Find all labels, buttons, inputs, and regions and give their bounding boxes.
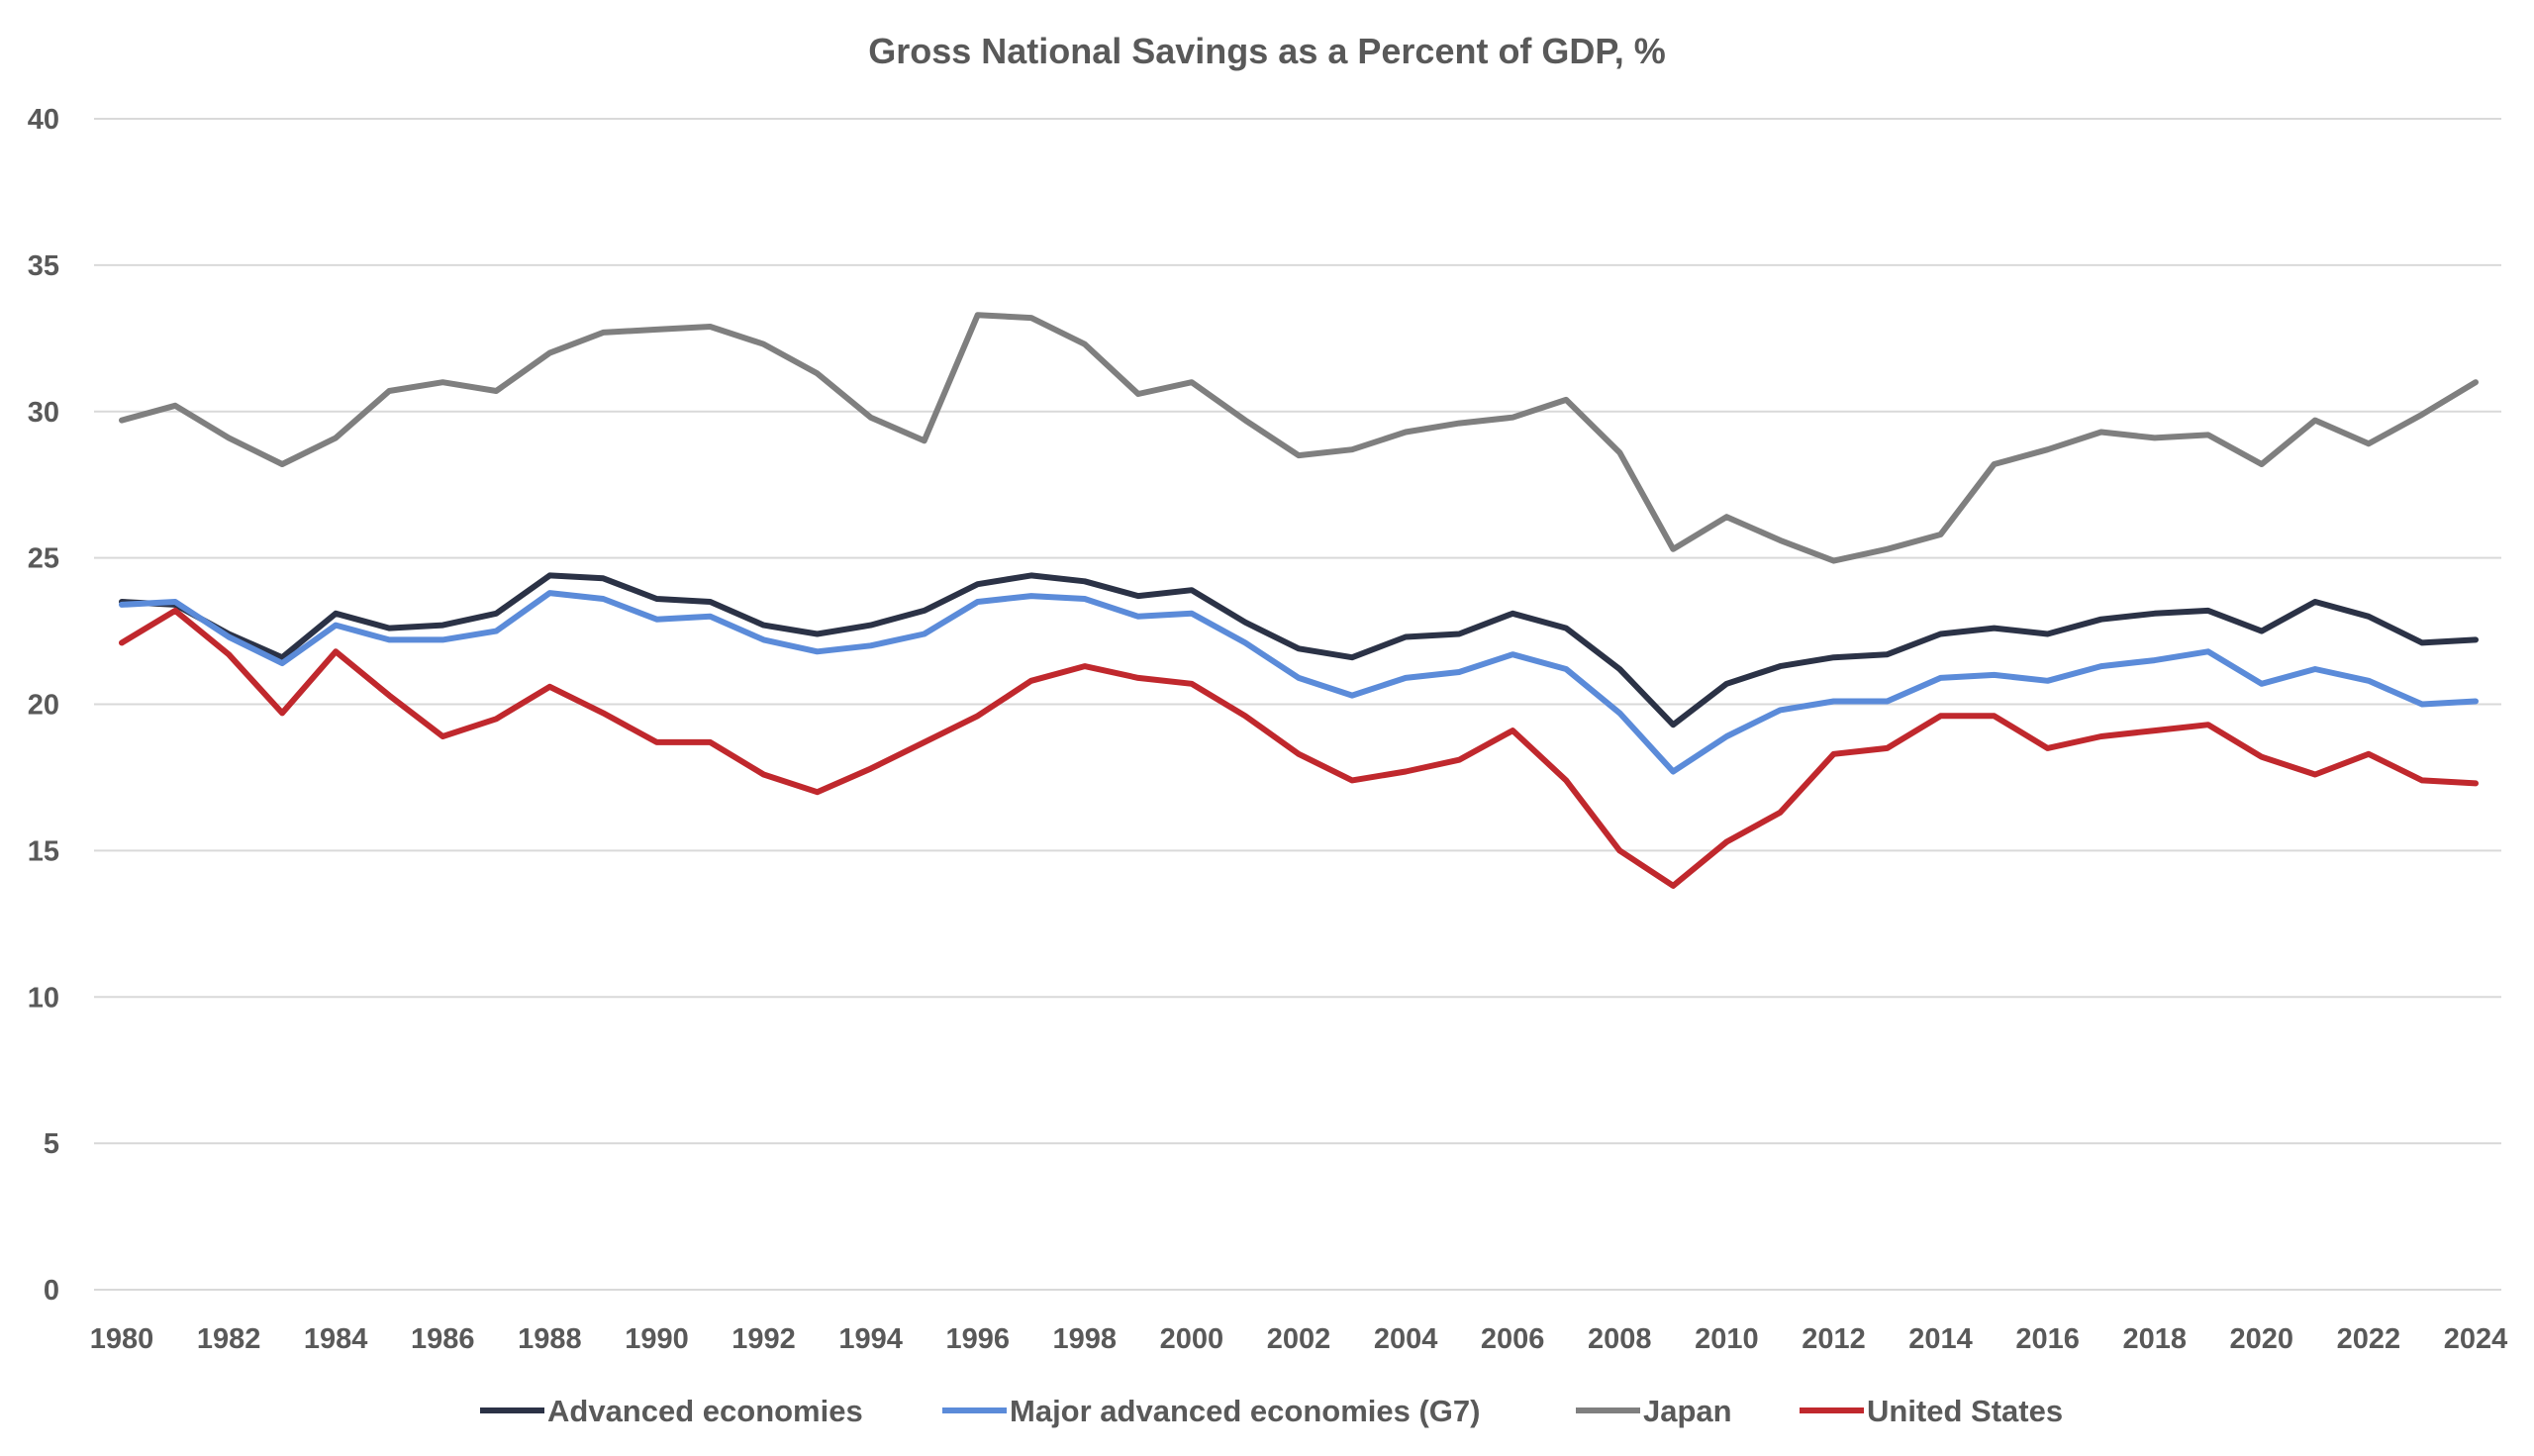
x-tick-label: 2004 — [1374, 1323, 1438, 1355]
y-tick-label: 0 — [44, 1275, 59, 1307]
y-axis: 0 5 10 15 20 25 30 35 40 — [28, 104, 59, 1307]
x-tick-label: 2006 — [1481, 1323, 1545, 1355]
gridlines — [94, 118, 2501, 1291]
x-tick-label: 1998 — [1053, 1323, 1118, 1355]
legend-label: United States — [1867, 1394, 2063, 1428]
series-line-japan — [119, 312, 2479, 564]
y-tick-label: 5 — [44, 1128, 59, 1160]
y-tick-label: 20 — [28, 690, 59, 722]
x-tick-label: 1990 — [625, 1323, 689, 1355]
chart-title: Gross National Savings as a Percent of G… — [868, 31, 1666, 71]
x-tick-label: 1980 — [90, 1323, 154, 1355]
series-line-advanced-economies — [119, 572, 2479, 728]
x-tick-label: 1994 — [838, 1323, 903, 1355]
x-tick-label: 2008 — [1588, 1323, 1652, 1355]
x-tick-label: 1988 — [518, 1323, 582, 1355]
x-tick-label: 1984 — [304, 1323, 368, 1355]
x-tick-label: 1986 — [411, 1323, 475, 1355]
x-tick-label: 2000 — [1160, 1323, 1224, 1355]
y-tick-label: 10 — [28, 982, 59, 1014]
legend-item: United States — [1800, 1394, 2063, 1428]
y-tick-label: 30 — [28, 397, 59, 429]
x-tick-label: 1992 — [731, 1323, 796, 1355]
legend-item: Major advanced economies (G7) — [942, 1394, 1480, 1428]
series-lines — [119, 312, 2479, 889]
x-tick-label: 2010 — [1695, 1323, 1759, 1355]
x-tick-label: 2020 — [2230, 1323, 2294, 1355]
x-axis: 1980 1982 1984 1986 1988 1990 1992 1994 1996 1998… — [90, 1323, 2508, 1355]
y-tick-label: 35 — [28, 250, 59, 282]
x-tick-label: 2022 — [2337, 1323, 2401, 1355]
y-tick-label: 15 — [28, 835, 59, 867]
legend-item: Advanced economies — [480, 1394, 863, 1428]
x-tick-label: 2002 — [1267, 1323, 1331, 1355]
legend-label: Major advanced economies (G7) — [1010, 1394, 1480, 1428]
legend-label: Japan — [1643, 1394, 1732, 1428]
x-tick-label: 1996 — [945, 1323, 1010, 1355]
x-tick-label: 2016 — [2015, 1323, 2080, 1355]
series-line-major-advanced-economies-g7- — [119, 590, 2479, 775]
y-tick-label: 40 — [28, 104, 59, 136]
x-tick-label: 1982 — [197, 1323, 261, 1355]
x-tick-label: 2012 — [1802, 1323, 1866, 1355]
legend: Advanced economies Major advanced economi… — [480, 1394, 2063, 1428]
legend-label: Advanced economies — [547, 1394, 863, 1428]
x-tick-label: 2018 — [2122, 1323, 2187, 1355]
legend-item: Japan — [1576, 1394, 1732, 1428]
x-tick-label: 2024 — [2444, 1323, 2508, 1355]
x-tick-label: 2014 — [1908, 1323, 1973, 1355]
y-tick-label: 25 — [28, 543, 59, 575]
series-line-united-states — [119, 607, 2479, 889]
